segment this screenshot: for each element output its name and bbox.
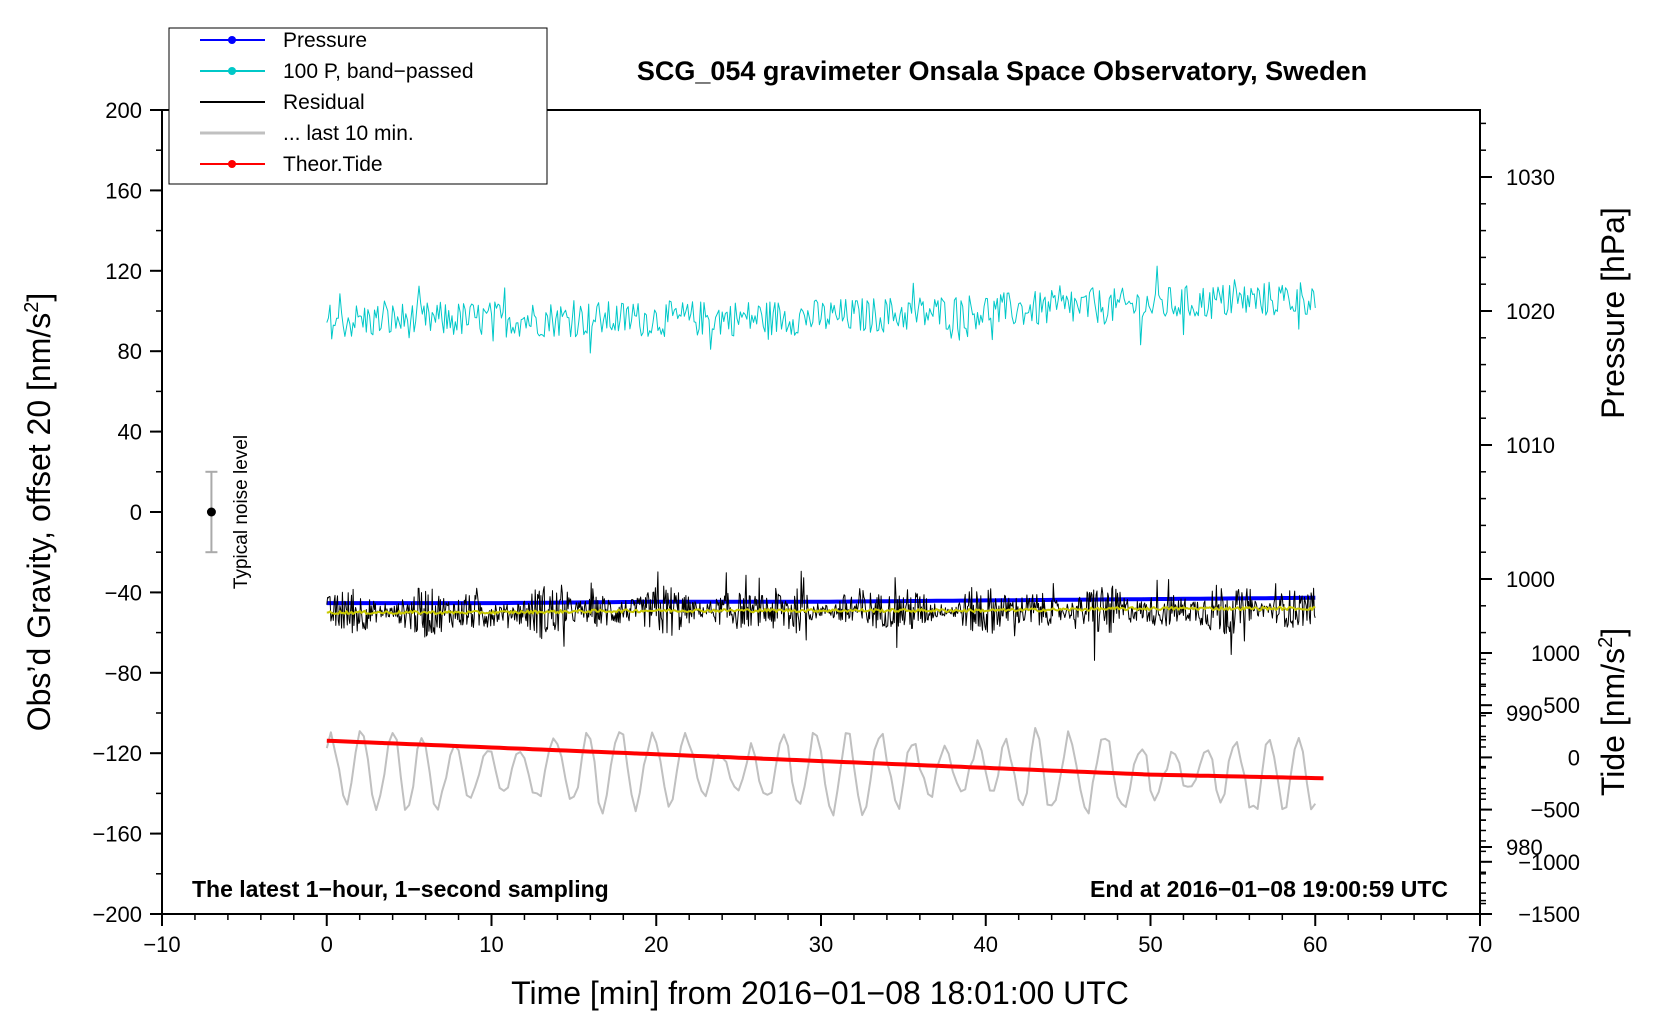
y-tick-label: −80 bbox=[105, 661, 142, 686]
series-theor-tide-line bbox=[326, 738, 1324, 781]
series-residual-line bbox=[326, 570, 1316, 661]
tide-axis-ticks: 1000 500 0 −500 −1000 −1500 bbox=[1480, 641, 1580, 927]
legend-label: Residual bbox=[283, 91, 365, 114]
typical-noise-indicator bbox=[205, 470, 218, 554]
x-axis-ticks: −10 0 10 20 30 40 50 60 70 bbox=[143, 914, 1492, 957]
sampling-annotation: The latest 1−hour, 1−second sampling bbox=[192, 876, 609, 902]
y-axis-ticks: 200 160 120 80 40 0 −40 −80 −120 −160 −200 bbox=[92, 98, 162, 927]
pressure-tick-label: 990 bbox=[1506, 701, 1543, 726]
x-axis-label: Time [min] from 2016−01−08 18:01:00 UTC bbox=[511, 975, 1129, 1011]
legend-entry-pressure: Pressure bbox=[200, 29, 367, 52]
tide-tick-label: −1500 bbox=[1518, 902, 1580, 927]
tide-axis-label: Tide [nm/s2] bbox=[1595, 628, 1631, 796]
chart-title: SCG_054 gravimeter Onsala Space Observat… bbox=[637, 56, 1367, 86]
tide-tick-label: 1000 bbox=[1531, 641, 1580, 666]
tide-tick-label: 0 bbox=[1568, 745, 1580, 770]
pressure-tick-label: 1030 bbox=[1506, 165, 1555, 190]
y-tick-label: 40 bbox=[118, 420, 142, 445]
x-tick-label: 30 bbox=[809, 932, 833, 957]
noise-level-label: Typical noise level bbox=[231, 435, 252, 589]
legend-entry-100-p-band-passed: 100 P, band−passed bbox=[200, 60, 474, 83]
legend-label: ... last 10 min. bbox=[283, 122, 414, 145]
y-axis-label: Obs’d Gravity, offset 20 [nm/s2] bbox=[21, 293, 57, 732]
y-tick-label: 80 bbox=[118, 339, 142, 364]
series-layer bbox=[325, 265, 1324, 817]
x-tick-label: 20 bbox=[644, 932, 668, 957]
legend-label: Theor.Tide bbox=[283, 153, 383, 176]
pressure-tick-label: 980 bbox=[1506, 835, 1543, 860]
legend-swatch-marker bbox=[228, 160, 236, 168]
pressure-axis-label: Pressure [hPa] bbox=[1595, 207, 1631, 419]
pressure-axis-ticks: 1030 1020 1010 1000 990 980 bbox=[1480, 122, 1555, 902]
pressure-tick-label: 1010 bbox=[1506, 433, 1555, 458]
legend-entry-residual: Residual bbox=[200, 91, 365, 114]
legend-entry-theor-tide: Theor.Tide bbox=[200, 153, 383, 176]
x-tick-label: 60 bbox=[1303, 932, 1327, 957]
legend: Pressure 100 P, band−passed Residual ... la… bbox=[168, 27, 548, 185]
y-tick-label: 160 bbox=[105, 178, 142, 203]
x-tick-label: 40 bbox=[974, 932, 998, 957]
x-tick-label: 0 bbox=[321, 932, 333, 957]
x-tick-label: 70 bbox=[1468, 932, 1492, 957]
y-tick-label: −200 bbox=[92, 902, 142, 927]
pressure-tick-label: 1020 bbox=[1506, 299, 1555, 324]
y-tick-label: 120 bbox=[105, 259, 142, 284]
series-last-10-min-line bbox=[325, 727, 1317, 817]
legend-entry-last-10-min: ... last 10 min. bbox=[200, 122, 414, 145]
plot-frame bbox=[161, 109, 1481, 915]
y-tick-label: 0 bbox=[130, 500, 142, 525]
y-tick-label: 200 bbox=[105, 98, 142, 123]
x-tick-label: −10 bbox=[143, 932, 180, 957]
legend-swatch-marker bbox=[228, 67, 236, 75]
y-tick-label: −160 bbox=[92, 822, 142, 847]
legend-label: Pressure bbox=[283, 29, 367, 52]
y-tick-label: −120 bbox=[92, 741, 142, 766]
tide-tick-label: −500 bbox=[1530, 798, 1580, 823]
legend-label: 100 P, band−passed bbox=[283, 60, 474, 83]
tide-tick-label: −1000 bbox=[1518, 850, 1580, 875]
legend-swatch-marker bbox=[228, 36, 236, 44]
end-time-annotation: End at 2016−01−08 19:00:59 UTC bbox=[1090, 876, 1448, 902]
noise-bar-center-dot bbox=[206, 507, 216, 517]
x-tick-label: 50 bbox=[1138, 932, 1162, 957]
x-tick-label: 10 bbox=[479, 932, 503, 957]
y-tick-label: −40 bbox=[105, 580, 142, 605]
series-pressure-line bbox=[326, 595, 1316, 606]
series-100-p-band-passed-line bbox=[326, 265, 1316, 354]
pressure-tick-label: 1000 bbox=[1506, 567, 1555, 592]
series-residual-smoothed-line bbox=[326, 606, 1316, 616]
tide-tick-label: 500 bbox=[1543, 693, 1580, 718]
legend-box bbox=[168, 27, 548, 185]
